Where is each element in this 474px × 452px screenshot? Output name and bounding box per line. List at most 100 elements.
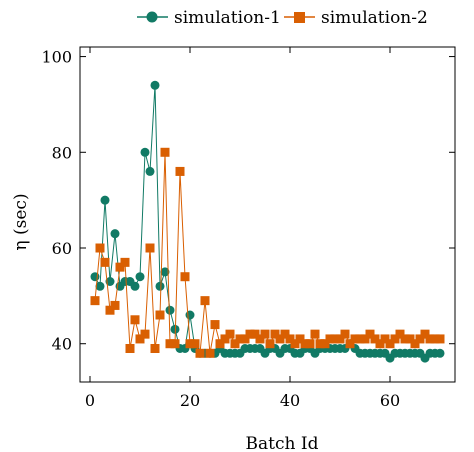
- data-point-simulation-1: [105, 277, 115, 286]
- data-point-simulation-2: [215, 339, 225, 349]
- data-point-simulation-2: [365, 329, 375, 339]
- data-point-simulation-2: [320, 339, 330, 349]
- data-point-simulation-2: [100, 257, 110, 267]
- data-point-simulation-2: [160, 147, 170, 157]
- data-point-simulation-2: [295, 334, 305, 344]
- data-point-simulation-2: [300, 339, 310, 349]
- data-point-simulation-1: [145, 166, 155, 176]
- data-point-simulation-2: [120, 257, 130, 267]
- data-point-simulation-1: [160, 267, 170, 277]
- data-point-simulation-2: [385, 339, 395, 349]
- data-point-simulation-2: [250, 329, 260, 339]
- data-point-simulation-2: [125, 344, 135, 353]
- data-point-simulation-2: [355, 334, 365, 344]
- y-tick-label: 60: [52, 239, 72, 258]
- data-point-simulation-2: [270, 329, 280, 339]
- data-point-simulation-1: [100, 195, 110, 205]
- data-point-simulation-2: [245, 329, 255, 339]
- data-point-simulation-2: [290, 339, 300, 349]
- x-axis-label: Batch Id: [246, 434, 319, 452]
- data-point-simulation-2: [375, 339, 385, 349]
- data-point-simulation-2: [350, 334, 360, 344]
- data-point-simulation-2: [380, 334, 390, 344]
- data-point-simulation-2: [315, 339, 325, 349]
- data-point-simulation-2: [115, 262, 125, 272]
- data-point-simulation-2: [210, 320, 220, 330]
- data-point-simulation-2: [90, 296, 100, 306]
- data-point-simulation-2: [345, 339, 355, 349]
- data-point-simulation-2: [335, 334, 345, 344]
- data-point-simulation-2: [230, 339, 240, 349]
- data-point-simulation-1: [135, 272, 145, 282]
- data-point-simulation-1: [165, 305, 175, 315]
- data-point-simulation-2: [370, 334, 380, 344]
- data-point-simulation-1: [150, 80, 160, 90]
- data-point-simulation-2: [390, 334, 400, 344]
- data-point-simulation-2: [185, 339, 195, 349]
- legend-label-simulation-1: simulation-1: [174, 8, 281, 28]
- data-point-simulation-2: [130, 315, 140, 325]
- y-tick-label: 80: [52, 143, 72, 162]
- data-point-simulation-2: [220, 334, 230, 344]
- plot-series: [90, 80, 445, 363]
- data-point-simulation-2: [325, 334, 335, 344]
- y-tick-label: 100: [41, 48, 72, 67]
- data-point-simulation-2: [235, 334, 245, 344]
- legend: simulation-1 simulation-2: [137, 8, 428, 28]
- data-point-simulation-2: [105, 305, 115, 315]
- data-point-simulation-1: [435, 348, 445, 358]
- x-tick-label: 60: [380, 391, 400, 410]
- data-point-simulation-2: [425, 334, 435, 344]
- legend-marker-simulation-1: [146, 11, 158, 23]
- data-point-simulation-1: [155, 281, 165, 291]
- data-point-simulation-1: [110, 229, 120, 239]
- data-point-simulation-2: [420, 329, 430, 339]
- legend-label-simulation-2: simulation-2: [321, 8, 428, 28]
- data-point-simulation-2: [165, 339, 175, 349]
- data-point-simulation-2: [200, 296, 210, 306]
- y-axis-label: η (sec): [11, 193, 31, 250]
- series-simulation-2: [90, 147, 445, 358]
- data-point-simulation-1: [90, 272, 100, 282]
- data-point-simulation-2: [145, 243, 155, 253]
- data-point-simulation-2: [275, 334, 285, 344]
- series-line-simulation-1: [94, 85, 440, 359]
- data-point-simulation-2: [285, 334, 295, 344]
- data-point-simulation-2: [140, 329, 150, 339]
- data-point-simulation-1: [95, 281, 105, 291]
- data-point-simulation-2: [170, 339, 180, 349]
- data-point-simulation-2: [175, 166, 185, 176]
- axis-ticks: 0 20 40 60 40 60 80 100: [41, 47, 455, 410]
- data-point-simulation-2: [395, 329, 405, 339]
- data-point-simulation-2: [150, 344, 160, 353]
- data-point-simulation-2: [260, 329, 270, 339]
- data-point-simulation-2: [205, 348, 215, 358]
- data-point-simulation-2: [330, 334, 340, 344]
- data-point-simulation-2: [225, 329, 235, 339]
- data-point-simulation-2: [255, 334, 265, 344]
- data-point-simulation-2: [435, 334, 445, 344]
- series-simulation-1: [90, 80, 445, 363]
- data-point-simulation-2: [155, 310, 165, 320]
- data-point-simulation-2: [405, 334, 415, 344]
- data-point-simulation-1: [140, 147, 150, 157]
- data-point-simulation-2: [305, 339, 315, 349]
- x-tick-label: 0: [85, 391, 95, 410]
- data-point-simulation-2: [240, 334, 250, 344]
- data-point-simulation-2: [410, 339, 420, 349]
- data-point-simulation-2: [360, 334, 370, 344]
- data-point-simulation-1: [130, 281, 140, 291]
- data-point-simulation-2: [180, 272, 190, 282]
- data-point-simulation-2: [110, 300, 120, 310]
- data-point-simulation-2: [135, 334, 145, 344]
- data-point-simulation-2: [340, 329, 350, 339]
- data-point-simulation-2: [95, 243, 105, 253]
- data-point-simulation-2: [430, 334, 440, 344]
- data-point-simulation-2: [310, 329, 320, 339]
- data-point-simulation-2: [190, 339, 200, 349]
- data-point-simulation-2: [195, 348, 205, 358]
- plot-frame: [79, 46, 456, 383]
- data-point-simulation-2: [265, 339, 275, 349]
- data-point-simulation-2: [280, 329, 290, 339]
